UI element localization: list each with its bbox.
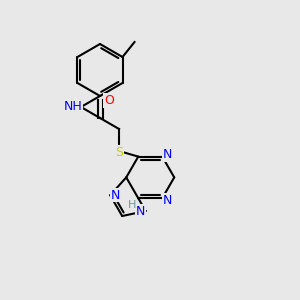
Text: N: N <box>163 194 172 207</box>
Text: N: N <box>163 148 172 161</box>
Text: S: S <box>115 146 123 158</box>
Text: NH: NH <box>64 100 82 113</box>
Text: O: O <box>104 94 114 107</box>
Text: N: N <box>110 189 120 202</box>
Text: N: N <box>136 205 146 218</box>
Text: H: H <box>128 200 136 210</box>
